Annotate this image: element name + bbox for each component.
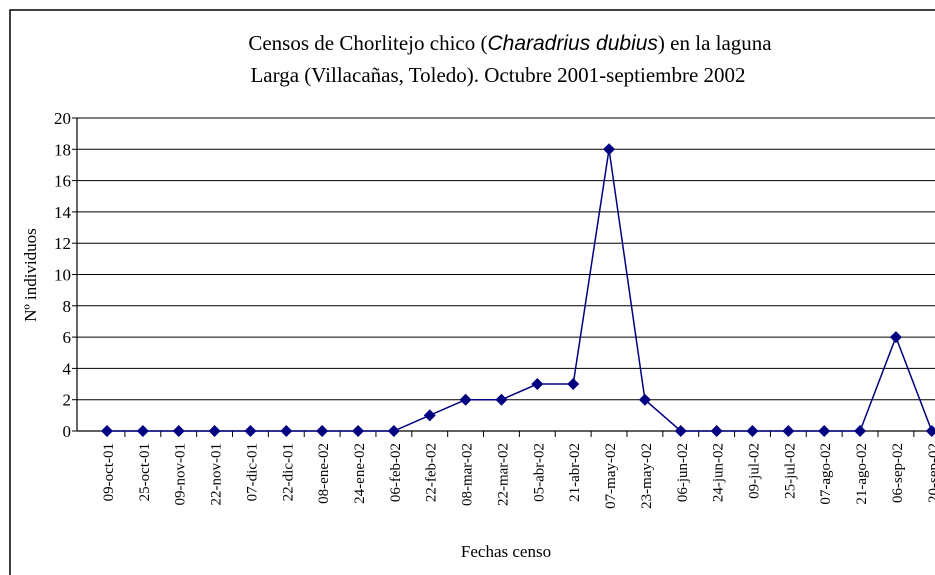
x-tick-label: 08-ene-02: [316, 443, 332, 504]
x-tick-label: 09-oct-01: [101, 443, 117, 501]
x-tick-label: 22-nov-01: [209, 443, 225, 506]
y-tick-label: 16: [54, 172, 71, 191]
marker: [889, 331, 902, 344]
marker: [387, 425, 400, 437]
marker: [854, 425, 867, 437]
x-tick-label: 25-oct-01: [137, 443, 153, 501]
x-tick-label: 22-feb-02: [424, 443, 440, 502]
x-tick-label: 20-sep-02: [926, 443, 935, 503]
marker: [101, 425, 113, 437]
marker: [782, 425, 795, 437]
x-tick-label: 22-dic-01: [280, 443, 296, 501]
marker: [316, 425, 329, 437]
marker: [746, 425, 759, 437]
x-tick-label: 24-jun-02: [711, 443, 727, 502]
marker: [603, 143, 616, 156]
marker: [818, 425, 831, 437]
x-tick-label: 22-mar-02: [495, 443, 511, 506]
y-tick-label: 2: [63, 391, 72, 410]
x-tick-label: 05-abr-02: [531, 443, 547, 502]
x-tick-label: 09-jul-02: [746, 443, 762, 499]
y-tick-label: 8: [63, 297, 72, 316]
x-tick-label: 08-mar-02: [460, 443, 476, 506]
marker: [352, 425, 365, 437]
chart-title: Larga (Villacañas, Toledo). Octubre 2001…: [250, 63, 745, 87]
y-tick-label: 6: [63, 328, 72, 347]
chart-title: Censos de Chorlitejo chico (Charadrius d…: [248, 31, 772, 55]
marker: [531, 378, 544, 391]
marker: [136, 425, 149, 437]
y-tick-label: 18: [54, 140, 71, 159]
marker: [495, 393, 508, 406]
x-tick-label: 21-abr-02: [567, 443, 583, 502]
x-tick-label: 07-may-02: [603, 443, 619, 509]
marker: [710, 425, 723, 437]
y-axis-label: Nº individuos: [21, 228, 40, 322]
marker: [244, 425, 257, 437]
chart-border: [9, 9, 935, 575]
x-tick-label: 09-nov-01: [173, 443, 189, 506]
y-tick-label: 0: [63, 422, 72, 441]
marker: [638, 393, 651, 406]
marker: [172, 425, 185, 437]
marker: [674, 425, 687, 437]
x-tick-label: 23-may-02: [639, 443, 655, 509]
x-tick-label: 06-jun-02: [675, 443, 691, 502]
marker: [459, 393, 472, 406]
marker: [208, 425, 221, 437]
x-tick-label: 25-jul-02: [782, 443, 798, 499]
x-tick-label: 21-ago-02: [854, 443, 870, 505]
x-tick-label: 24-ene-02: [352, 443, 368, 504]
x-tick-label: 07-dic-01: [244, 443, 260, 501]
y-tick-label: 4: [63, 359, 72, 378]
marker: [925, 425, 935, 437]
x-tick-label: 07-ago-02: [818, 443, 834, 505]
y-tick-label: 20: [54, 109, 71, 128]
y-tick-label: 14: [54, 203, 72, 222]
x-tick-label: 06-sep-02: [890, 443, 906, 503]
x-axis-label: Fechas censo: [461, 542, 551, 561]
x-tick-label: 06-feb-02: [388, 443, 404, 502]
marker: [280, 425, 293, 437]
marker: [423, 409, 436, 422]
y-tick-label: 10: [54, 266, 71, 285]
y-tick-label: 12: [54, 234, 71, 253]
marker: [567, 378, 580, 391]
